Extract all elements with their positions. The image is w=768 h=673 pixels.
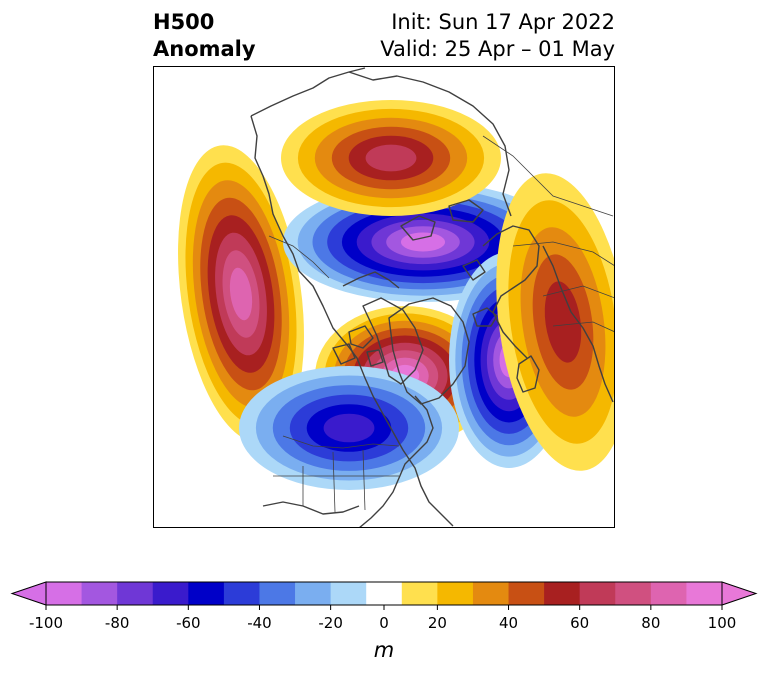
colorbar-segment [366,582,403,605]
title-variable: H500 [153,10,215,34]
valid-dates: Valid: 25 Apr – 01 May [380,37,615,61]
colorbar-segment [152,582,189,605]
colorbar-tick-label: -60 [176,614,201,632]
political-borders [268,135,615,513]
colorbar-segment [472,582,509,605]
colorbar-under-arrow [10,581,47,606]
anomaly-field [178,67,615,528]
anomaly-ridge-siberia [281,100,501,216]
colorbar-segment [544,582,581,605]
colorbar-segment [46,582,82,605]
colorbar-segment [81,582,118,605]
colorbar-segment [295,582,332,605]
colorbar-segment [650,582,687,605]
colorbar-segment [330,582,367,605]
map-dates: Init: Sun 17 Apr 2022 Valid: 25 Apr – 01… [380,9,615,63]
colorbar-segment [259,582,296,605]
colorbar-segments [10,581,758,606]
anomaly-contour-50 [544,281,582,363]
colorbar-tick-label: 20 [428,614,447,632]
colorbar-unit-label: m [374,638,394,662]
colorbar-tick-label: 80 [641,614,660,632]
colorbar-segment [437,582,474,605]
colorbar-tick-label: 100 [708,614,737,632]
colorbar-ticks: -100 -80 -60 -40 -20 0 20 40 60 80 100 [29,605,736,632]
title-field: Anomaly [153,37,256,61]
colorbar-segment [117,582,154,605]
anomaly-contour-60 [365,144,417,172]
anomaly-contour--60 [323,413,375,443]
anomaly-ridge-gulf-of-alaska [178,145,304,443]
anomaly-map [153,66,615,528]
colorbar: -100 -80 -60 -40 -20 0 20 40 60 80 100 m [10,581,758,662]
colorbar-tick-label: 0 [379,614,389,632]
colorbar-tick-label: -80 [105,614,130,632]
colorbar-tick-label: 60 [570,614,589,632]
anomaly-contour--90 [400,232,446,252]
colorbar-segment [615,582,652,605]
init-date: Init: Sun 17 Apr 2022 [391,10,615,34]
colorbar-segment [401,582,438,605]
colorbar-segment [223,582,260,605]
colorbar-over-arrow [721,581,758,606]
colorbar-segment [188,582,225,605]
colorbar-tick-label: -100 [29,614,63,632]
map-title: H500 Anomaly [153,9,256,63]
colorbar-segment [686,582,723,605]
coastlines [250,67,614,528]
colorbar-tick-label: -40 [247,614,272,632]
map-frame [153,66,615,528]
colorbar-segment [579,582,616,605]
colorbar-tick-label: 40 [499,614,518,632]
colorbar-tick-label: -20 [318,614,343,632]
colorbar-segment [508,582,545,605]
anomaly-contour-80 [229,267,253,321]
anomaly-trough-central-us [239,366,459,490]
